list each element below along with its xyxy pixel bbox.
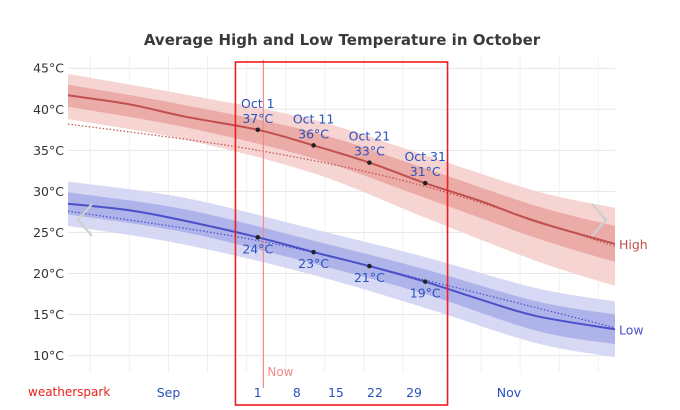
x-axis-ticks: Sep 1 8 15 22 29 Nov — [157, 385, 522, 400]
annotation-high-temp: 37°C — [242, 111, 273, 126]
brand-label: weatherspark — [28, 385, 110, 399]
y-tick-label: 40°C — [33, 102, 64, 117]
y-tick-label: 25°C — [33, 225, 64, 240]
high-point — [367, 160, 372, 165]
annotation-high-temp: 36°C — [298, 126, 329, 141]
x-tick-label: 8 — [293, 385, 301, 400]
y-tick-label: 20°C — [33, 266, 64, 281]
high-dotted-line — [67, 123, 616, 247]
high-point — [311, 143, 316, 148]
now-marker: Now — [262, 60, 294, 388]
annotation-high-temp: 31°C — [410, 164, 441, 179]
low-point — [422, 279, 428, 284]
y-tick-label: 30°C — [33, 184, 64, 199]
annotation-low-temp: 24°C — [242, 241, 273, 256]
x-tick-label: Nov — [497, 385, 522, 400]
high-series-label: High — [619, 237, 648, 252]
low-series-label: Low — [619, 322, 644, 337]
chevron-left-icon[interactable] — [76, 203, 93, 237]
y-tick-label: 10°C — [33, 348, 64, 363]
x-tick-label: 1 — [254, 385, 262, 400]
x-tick-label: 15 — [328, 385, 344, 400]
now-label: Now — [267, 365, 293, 379]
annotation-points — [255, 127, 428, 284]
x-tick-label: Sep — [157, 385, 181, 400]
series-labels: High Low — [619, 237, 648, 337]
x-tick-label: 22 — [367, 385, 383, 400]
highlight-range-box — [234, 61, 449, 406]
series-lines — [67, 94, 616, 331]
low-point — [255, 235, 261, 240]
annotation-high-temp: 33°C — [354, 144, 385, 159]
y-axis-ticks: 10°C 15°C 20°C 25°C 30°C 35°C 40°C 45°C — [33, 61, 64, 363]
annotation-low-temp: 21°C — [354, 270, 385, 285]
chart-title: Average High and Low Temperature in Octo… — [144, 31, 541, 49]
low-band-25-75 — [68, 192, 615, 345]
y-tick-label: 15°C — [33, 307, 64, 322]
annotation-low-temp: 19°C — [410, 286, 441, 301]
x-tick-label: 29 — [406, 385, 422, 400]
annotation-low-temp: 23°C — [298, 256, 329, 271]
y-tick-label: 35°C — [33, 143, 64, 158]
high-point — [422, 180, 428, 186]
high-band-25-75 — [68, 84, 615, 262]
annotation-day: Oct 31 — [404, 149, 446, 164]
y-tick-label: 45°C — [33, 61, 64, 76]
low-line — [67, 202, 616, 331]
annotation-day: Oct 1 — [241, 96, 275, 111]
high-point — [255, 127, 261, 133]
low-point — [311, 249, 316, 255]
annotation-day: Oct 21 — [349, 129, 391, 144]
low-point — [367, 263, 372, 269]
annotation-day: Oct 11 — [293, 111, 335, 126]
high-line — [67, 94, 616, 245]
chevron-right-icon[interactable] — [591, 203, 608, 237]
